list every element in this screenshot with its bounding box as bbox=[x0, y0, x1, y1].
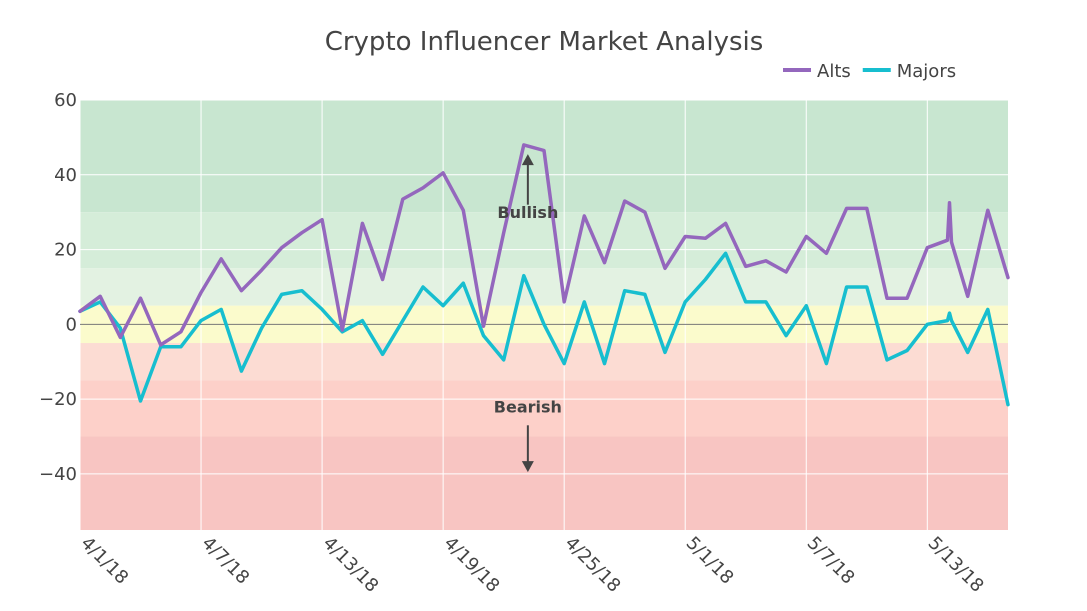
y-tick-label: 0 bbox=[66, 314, 77, 335]
annotation-bullish: Bullish bbox=[497, 203, 558, 222]
band-1 bbox=[80, 212, 1008, 269]
y-tick-label: 40 bbox=[54, 165, 77, 186]
series-lines bbox=[78, 143, 1010, 407]
legend-item-alts[interactable]: Alts bbox=[783, 61, 851, 82]
x-tick-label: 4/19/18 bbox=[440, 533, 504, 597]
y-tick-label: −20 bbox=[39, 389, 77, 410]
x-tick-label: 4/1/18 bbox=[76, 533, 132, 589]
x-tick-label: 4/7/18 bbox=[198, 533, 254, 589]
y-tick-label: 20 bbox=[54, 240, 77, 261]
band-4 bbox=[80, 343, 1008, 381]
band-6 bbox=[80, 436, 1008, 530]
annotation-bearish: Bearish bbox=[494, 398, 562, 417]
legend-item-majors[interactable]: Majors bbox=[862, 61, 956, 82]
x-tick-label: 5/1/18 bbox=[682, 533, 738, 589]
y-tick-label: 60 bbox=[54, 90, 77, 111]
band-5 bbox=[80, 380, 1008, 437]
series-line-alts bbox=[78, 143, 1010, 347]
annotation-arrow-head bbox=[521, 461, 534, 473]
x-tick-label: 5/7/18 bbox=[803, 533, 859, 589]
chart-title: Crypto Influencer Market Analysis bbox=[325, 27, 764, 57]
x-tick-label: 5/13/18 bbox=[924, 533, 988, 597]
annotation-arrow-head bbox=[521, 154, 534, 166]
y-tick-label: −40 bbox=[39, 464, 77, 485]
legend-label: Majors bbox=[897, 61, 956, 82]
x-tick-label: 4/25/18 bbox=[561, 533, 625, 597]
background-bands bbox=[80, 100, 1008, 530]
x-axis-ticks: 4/1/18 4/7/18 4/13/18 4/19/18 4/25/18 5/1/18 5… bbox=[76, 533, 987, 597]
annotations: Bullish Bearish bbox=[494, 154, 562, 473]
series-line-majors bbox=[78, 251, 1010, 407]
legend[interactable]: Alts Majors bbox=[783, 61, 956, 82]
x-tick-label: 4/13/18 bbox=[319, 533, 383, 597]
y-axis-ticks: −40 −20 0 20 40 60 bbox=[39, 90, 77, 485]
legend-label: Alts bbox=[817, 61, 851, 82]
